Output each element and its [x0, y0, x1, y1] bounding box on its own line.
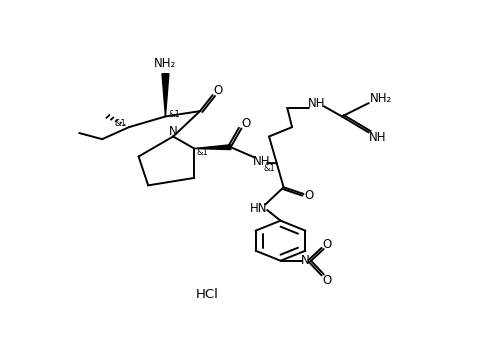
Text: O: O	[213, 84, 222, 97]
Text: NH: NH	[308, 96, 326, 110]
Text: N: N	[301, 254, 310, 267]
Text: NH₂: NH₂	[370, 92, 392, 105]
Text: O: O	[322, 238, 331, 251]
Polygon shape	[194, 145, 231, 150]
Text: &1: &1	[115, 119, 126, 128]
Text: HCl: HCl	[196, 288, 219, 301]
Text: O: O	[304, 189, 313, 202]
Text: &1: &1	[197, 148, 208, 157]
Polygon shape	[162, 74, 169, 117]
Text: O: O	[322, 274, 331, 287]
Text: NH: NH	[368, 131, 386, 144]
Text: O: O	[242, 117, 250, 130]
Text: NH₂: NH₂	[154, 57, 177, 70]
Text: N: N	[169, 125, 178, 138]
Text: &1: &1	[263, 163, 275, 172]
Text: HN: HN	[250, 202, 267, 215]
Text: NH: NH	[253, 154, 270, 168]
Text: &1: &1	[168, 110, 180, 119]
